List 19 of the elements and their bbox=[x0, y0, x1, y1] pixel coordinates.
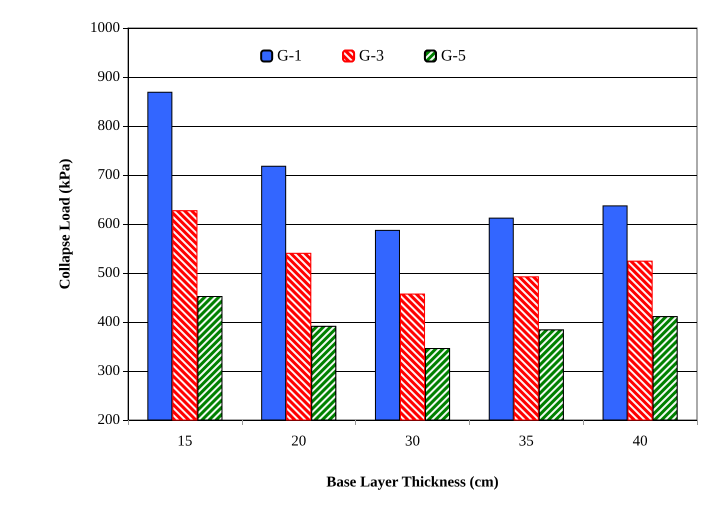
x-tick-label: 35 bbox=[518, 434, 534, 450]
legend-label: G-5 bbox=[440, 48, 466, 64]
x-tick-label: 30 bbox=[405, 434, 420, 450]
y-tick-label: 300 bbox=[98, 363, 120, 379]
x-tick-label: 40 bbox=[632, 434, 648, 450]
y-axis-title: Collapse Load (kPa) bbox=[58, 158, 74, 290]
legend-label: G-3 bbox=[359, 48, 384, 64]
x-tick-label: 20 bbox=[291, 434, 306, 450]
y-tick-label: 200 bbox=[98, 412, 120, 428]
y-tick-label: 400 bbox=[98, 314, 120, 330]
y-tick-label: 600 bbox=[98, 216, 120, 232]
y-tick-label: 1000 bbox=[90, 20, 120, 36]
y-tick-label: 700 bbox=[98, 167, 120, 183]
x-tick-label: 15 bbox=[177, 434, 192, 450]
y-tick-label: 800 bbox=[98, 118, 120, 134]
y-tick-label: 500 bbox=[98, 265, 120, 281]
y-tick-label: 900 bbox=[98, 69, 120, 85]
x-axis-title: Base Layer Thickness (cm) bbox=[326, 474, 499, 490]
legend-label: G-1 bbox=[277, 48, 302, 64]
